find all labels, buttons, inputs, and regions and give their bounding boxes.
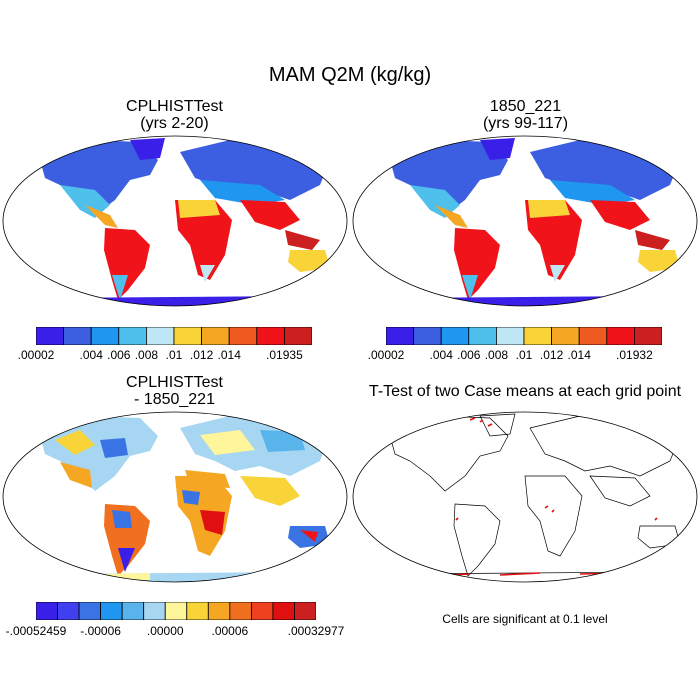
colorbar-box: [496, 327, 525, 345]
colorbar-tick-label: .012: [189, 348, 214, 362]
colorbar-tick-label: .01932: [616, 348, 653, 362]
map-panel-4: [389, 413, 681, 577]
colorbar-tick-label: .01935: [266, 348, 303, 362]
panel4-title-line1: T-Test of two Case means at each grid po…: [368, 383, 682, 400]
colorbar-tick-label: .00002: [367, 348, 405, 362]
ttest-note: Cells are significant at 0.1 level: [442, 612, 608, 626]
colorbar-tick-label: .00000: [146, 624, 184, 638]
colorbar-tick-label: .004: [79, 348, 103, 362]
colorbar-3: [36, 602, 316, 620]
panel1-title-line1: CPLHISTTest: [126, 98, 223, 115]
colorbar-1: [36, 327, 312, 345]
significant-cells: [429, 417, 658, 577]
colorbar-tick-label: .00006: [211, 624, 249, 638]
colorbar-box: [63, 327, 92, 345]
landmass-antarctica: [30, 296, 320, 306]
colorbar-2: [386, 327, 662, 345]
colorbar-box: [121, 602, 145, 620]
colorbar-1-labels: .00002 .004 .006.008 .01 .012.014 .01935: [18, 348, 312, 364]
landmass-north-america: [40, 140, 158, 215]
colorbar-box: [143, 602, 166, 620]
colorbar-box: [228, 327, 258, 345]
colorbar-tick-label: .006: [457, 348, 481, 362]
colorbar-box: [229, 602, 252, 620]
colorbar-box: [146, 327, 175, 345]
figure-title: MAM Q2M (kg/kg): [268, 64, 432, 86]
panel3-title: CPLHISTTest - 1850_221: [87, 374, 262, 408]
colorbar-box: [78, 602, 102, 620]
map-panel-1: [3, 136, 347, 306]
colorbar-box: [36, 327, 65, 345]
colorbar-box: [283, 327, 312, 345]
colorbar-box: [413, 327, 442, 345]
colorbar-tick-label: .00032977: [287, 624, 345, 638]
panel4-title: T-Test of two Case means at each grid po…: [360, 383, 690, 400]
colorbar-tick-label: .004: [429, 348, 453, 362]
colorbar-tick-label: .014: [217, 348, 241, 362]
colorbar-box: [551, 327, 580, 345]
colorbar-2-labels: .00002 .004 .006.008 .01 .012.014 .01932: [368, 348, 662, 364]
landmass-central-america: [85, 205, 118, 228]
colorbar-box: [173, 327, 203, 345]
colorbar-tick-label: -.00052459: [5, 624, 67, 638]
colorbar-tick-label: .006: [107, 348, 131, 362]
colorbar-box: [256, 327, 285, 345]
landmass-australia: [288, 250, 330, 272]
panel1-title: CPLHISTTest (yrs 2-20): [87, 98, 262, 132]
colorbar-tick-label: .012: [539, 348, 564, 362]
colorbar-box: [207, 602, 231, 620]
colorbar-box: [36, 602, 58, 620]
map-panel-2: [353, 136, 697, 306]
colorbar-box: [386, 327, 415, 345]
colorbar-box: [100, 602, 123, 620]
panel3-title-line1: CPLHISTTest: [126, 374, 223, 391]
colorbar-box: [272, 602, 295, 620]
panel2-title-line1: 1850_221: [489, 98, 562, 115]
colorbar-tick-label: .014: [567, 348, 591, 362]
panel2-title: 1850_221 (yrs 99-117): [438, 98, 613, 132]
colorbar-3-labels: -.00052459 -.00006 .00000 .00006 .00032977: [6, 624, 345, 640]
colorbar-box: [606, 327, 635, 345]
panel2-title-line2: (yrs 99-117): [482, 115, 569, 132]
colorbar-box: [440, 327, 470, 345]
landmass-south-asia: [240, 200, 300, 230]
colorbar-tick-label: .01: [515, 348, 533, 362]
panel3-title-line2: - 1850_221: [134, 391, 215, 408]
colorbar-box: [294, 602, 316, 620]
colorbar-box: [57, 602, 80, 620]
colorbar-box: [90, 327, 120, 345]
panel1-title-line2: (yrs 2-20): [140, 115, 209, 132]
colorbar-box: [578, 327, 608, 345]
colorbar-box: [186, 602, 209, 620]
landmass-greenland: [130, 138, 165, 160]
colorbar-tick-label: .01: [165, 348, 183, 362]
landmass-africa: [175, 200, 232, 280]
colorbar-box: [201, 327, 230, 345]
colorbar-box: [164, 602, 188, 620]
colorbar-tick-label: -.00006: [80, 624, 121, 638]
colorbar-tick-label: .00002: [17, 348, 55, 362]
colorbar-tick-label: .008: [134, 348, 159, 362]
colorbar-box: [250, 602, 274, 620]
colorbar-box: [468, 327, 497, 345]
colorbar-box: [523, 327, 553, 345]
colorbar-box: [633, 327, 662, 345]
colorbar-box: [118, 327, 147, 345]
colorbar-tick-label: .008: [484, 348, 509, 362]
